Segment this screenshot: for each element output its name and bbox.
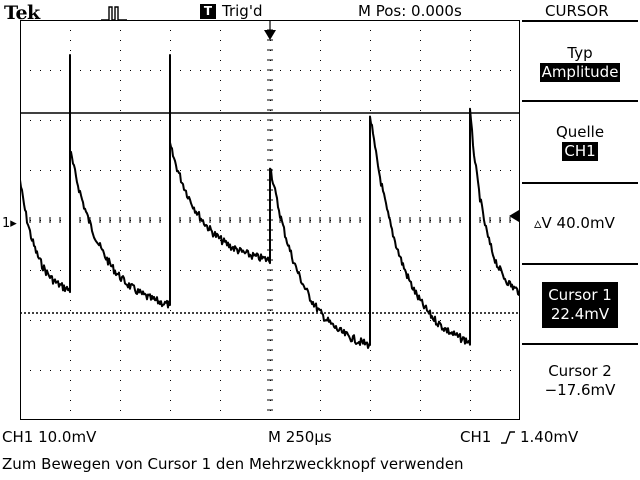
graticule — [20, 20, 520, 420]
trigger-badge: T — [200, 3, 216, 19]
ch1-scale: CH1 10.0mV — [2, 428, 97, 446]
trigger-position-arrow-icon — [264, 30, 276, 40]
rising-edge-icon — [501, 431, 515, 444]
trigger-source: CH1 — [460, 428, 492, 446]
type-value: Amplitude — [539, 63, 621, 82]
status-message: Zum Bewegen von Cursor 1 den Mehrzweckkn… — [2, 455, 464, 473]
ch1-trace — [20, 54, 520, 349]
source-label: Quelle — [555, 123, 605, 141]
trigger-level-arrow-icon — [509, 210, 519, 222]
menu-title: CURSOR — [545, 2, 609, 20]
brand-logo: Tek — [4, 2, 40, 24]
cursor-1-label: Cursor 1 — [548, 286, 612, 304]
side-menu-source[interactable]: Quelle CH1 — [522, 123, 638, 161]
delta-v-readout: ▵V 40.0mV — [534, 214, 615, 232]
timebase: M 250µs — [268, 428, 332, 446]
side-menu-cursor-1[interactable]: Cursor 1 22.4mV — [522, 282, 638, 328]
trigger-level: 1.40mV — [520, 428, 579, 446]
source-value: CH1 — [562, 142, 598, 161]
type-label: Typ — [567, 44, 593, 62]
waveform-display — [20, 20, 520, 420]
trigger-status: T Trig'd — [200, 2, 262, 20]
main-position-readout: M Pos: 0.000s — [358, 2, 462, 20]
ch1-ground-marker: 1▸ — [2, 216, 17, 231]
side-menu-cursor-2[interactable]: Cursor 2 −17.6mV — [522, 362, 638, 400]
cursor-2-label: Cursor 2 — [548, 362, 612, 380]
side-menu-type[interactable]: Typ Amplitude — [522, 44, 638, 82]
cursor-2-value: −17.6mV — [544, 381, 616, 399]
cursor-1-value: 22.4mV — [550, 305, 610, 323]
trigger-status-text: Trig'd — [222, 2, 263, 20]
